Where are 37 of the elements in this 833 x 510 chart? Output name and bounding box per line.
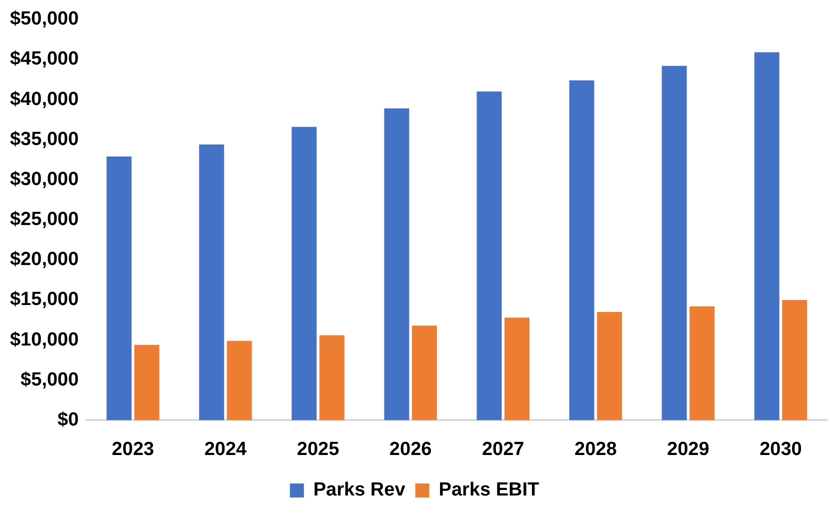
legend-label: Parks EBIT [438,480,540,501]
y-tick-label: $20,000 [10,249,79,270]
y-tick-label: $50,000 [10,8,79,30]
x-tick-label: 2027 [482,438,524,460]
x-tick-label: 2025 [296,438,340,460]
y-tick-label: $25,000 [10,209,79,230]
x-tick-label: 2023 [112,438,154,460]
y-tick-label: $35,000 [10,128,79,150]
bar [754,52,780,420]
x-tick-label: 2024 [204,438,248,460]
bar [412,326,437,420]
legend-label: Parks Rev [313,480,406,501]
bar [690,306,715,420]
x-tick-label: 2030 [760,438,802,460]
bar [292,126,317,420]
y-tick-label: $40,000 [10,88,79,110]
y-tick-label: $45,000 [10,48,79,70]
bar [319,335,344,420]
x-tick-label: 2029 [667,438,710,460]
y-tick-label: $5,000 [20,369,79,390]
y-tick-label: $30,000 [10,168,79,190]
bar [106,156,132,420]
bar [597,312,622,420]
x-tick-label: 2028 [574,438,617,460]
x-tick-label: 2026 [389,438,432,460]
bar [199,144,224,420]
bar [569,80,594,420]
y-tick-label: $10,000 [10,329,79,350]
bar [504,318,530,420]
y-tick-label: $15,000 [10,289,79,310]
bar [226,340,252,420]
y-tick-label: $0 [58,409,79,430]
bar [662,66,687,420]
bar [782,300,808,420]
bar [384,108,410,420]
bar [476,92,502,420]
bar [134,344,160,420]
